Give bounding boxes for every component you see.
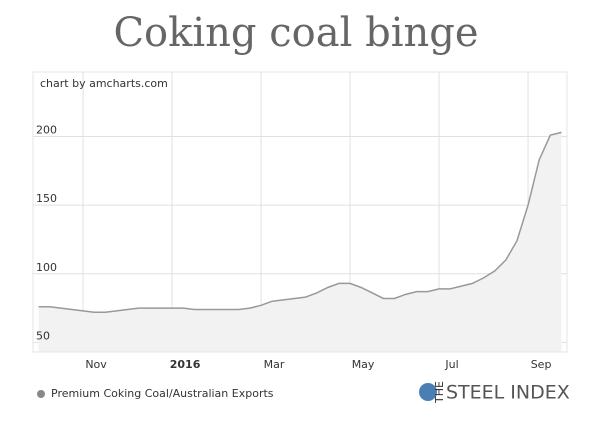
y-tick-label: 100 — [36, 261, 57, 274]
logo-name: STEEL INDEX — [446, 382, 570, 404]
x-tick-label: Jul — [444, 358, 458, 371]
series-area — [38, 132, 562, 352]
series-line — [38, 131, 562, 313]
y-tick-label: 50 — [36, 329, 50, 342]
x-tick-label: Sep — [531, 358, 552, 371]
y-tick-label: 200 — [36, 124, 57, 137]
legend-swatch — [37, 390, 45, 398]
x-tick-label: Mar — [264, 358, 285, 371]
legend-label: Premium Coking Coal/Australian Exports — [51, 387, 274, 400]
credit: chart by amcharts.com — [40, 77, 168, 90]
x-tick-label: May — [352, 358, 375, 371]
x-tick-label: Nov — [85, 358, 107, 371]
plot-frame — [32, 71, 568, 353]
chart-title: Coking coal binge — [113, 10, 478, 56]
logo-icon — [419, 383, 437, 401]
logo-prefix: THE — [433, 381, 446, 404]
y-tick-label: 150 — [36, 192, 57, 205]
x-tick-label: 2016 — [170, 358, 201, 371]
